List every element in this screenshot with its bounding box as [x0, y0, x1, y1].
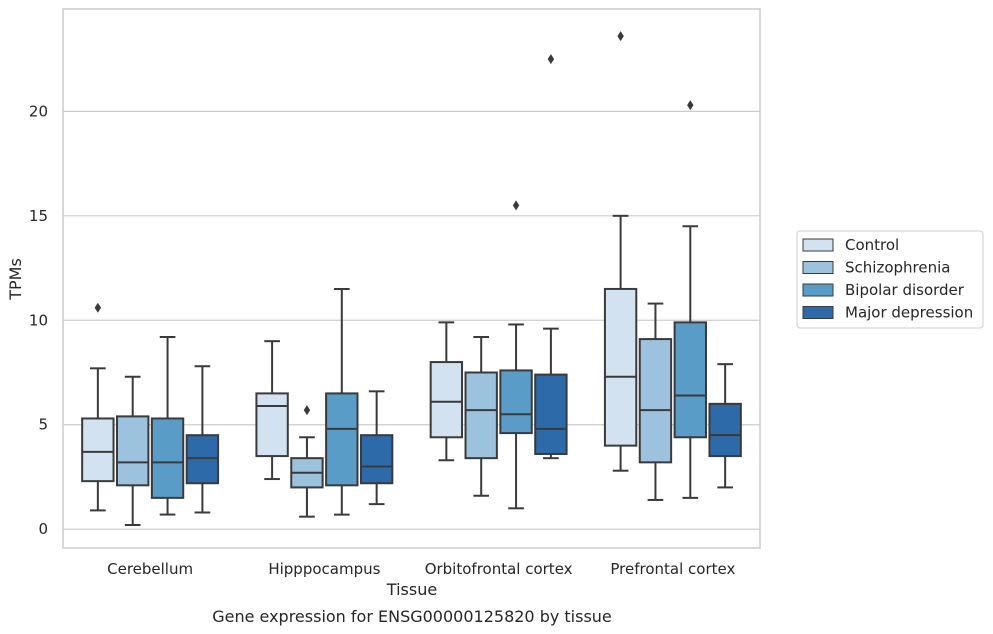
- box-3-1: [638, 302, 673, 501]
- box-body: [464, 371, 498, 460]
- legend-frame: [796, 230, 984, 329]
- box-0-3: [185, 365, 220, 514]
- outlier-point: [547, 54, 555, 65]
- x-tick-label: Hipppocampus: [268, 560, 380, 578]
- x-tick-label: Orbitofrontal cortex: [425, 560, 573, 578]
- box-body: [116, 415, 150, 487]
- outlier-point: [94, 302, 102, 313]
- legend-swatch: [802, 238, 834, 252]
- y-tick-label: 10: [29, 311, 48, 329]
- y-tick-label: 15: [29, 207, 48, 225]
- box-body: [81, 417, 115, 483]
- box-body: [708, 402, 742, 458]
- box-body: [603, 287, 638, 447]
- box-3-0: [603, 31, 638, 472]
- box-2-2: [499, 200, 533, 510]
- outlier-point: [303, 405, 311, 416]
- plot-area-frame: [62, 8, 761, 549]
- x-tick-label: Prefrontal cortex: [610, 560, 735, 578]
- y-tick-label: 5: [38, 416, 48, 434]
- legend-label: Bipolar disorder: [845, 281, 965, 299]
- box-2-0: [429, 321, 464, 462]
- outlier-point: [687, 100, 694, 111]
- box-1-3: [359, 390, 394, 506]
- outlier-point: [617, 31, 624, 42]
- y-tick-label: 0: [38, 520, 48, 538]
- box-2-1: [464, 335, 498, 497]
- y-axis-title: TPMs: [6, 258, 25, 301]
- box-0-2: [150, 335, 185, 516]
- legend-label: Control: [845, 236, 899, 254]
- x-tick-labels: Cerebellum Hipppocampus Orbitofrontal cort…: [107, 560, 735, 578]
- x-tick-label: Cerebellum: [107, 560, 193, 578]
- box-0-0: [81, 302, 115, 512]
- box-body: [638, 338, 673, 464]
- outlier-point: [512, 200, 520, 211]
- legend-swatch: [802, 306, 834, 319]
- legend-items: Control Schizophrenia Bipolar disorder Majo…: [802, 236, 973, 322]
- y-tick-labels: 0 5 10 15 20: [29, 102, 48, 538]
- legend-swatch: [802, 261, 834, 274]
- box-2-3: [534, 54, 568, 460]
- x-axis-title: Tissue: [386, 580, 437, 599]
- box-3-3: [708, 363, 742, 489]
- box-body: [185, 434, 220, 485]
- box-body: [255, 392, 289, 458]
- box-body: [429, 361, 464, 439]
- box-body: [150, 417, 185, 499]
- box-1-1: [290, 405, 324, 518]
- boxes-layer: [81, 31, 742, 527]
- box-body: [673, 321, 707, 439]
- box-1-0: [255, 340, 289, 481]
- y-tick-label: 20: [29, 102, 48, 120]
- legend-label: Major depression: [845, 304, 973, 322]
- legend-label: Schizophrenia: [845, 259, 950, 277]
- box-body: [499, 369, 533, 435]
- box-body: [359, 434, 394, 485]
- legend: Control Schizophrenia Bipolar disorder Majo…: [796, 230, 984, 329]
- box-0-1: [116, 375, 150, 527]
- chart-caption: Gene expression for ENSG00000125820 by t…: [212, 607, 612, 626]
- box-body: [534, 373, 568, 455]
- box-1-2: [325, 287, 359, 516]
- legend-swatch: [802, 283, 834, 297]
- box-body: [325, 392, 359, 487]
- box-3-2: [673, 100, 707, 499]
